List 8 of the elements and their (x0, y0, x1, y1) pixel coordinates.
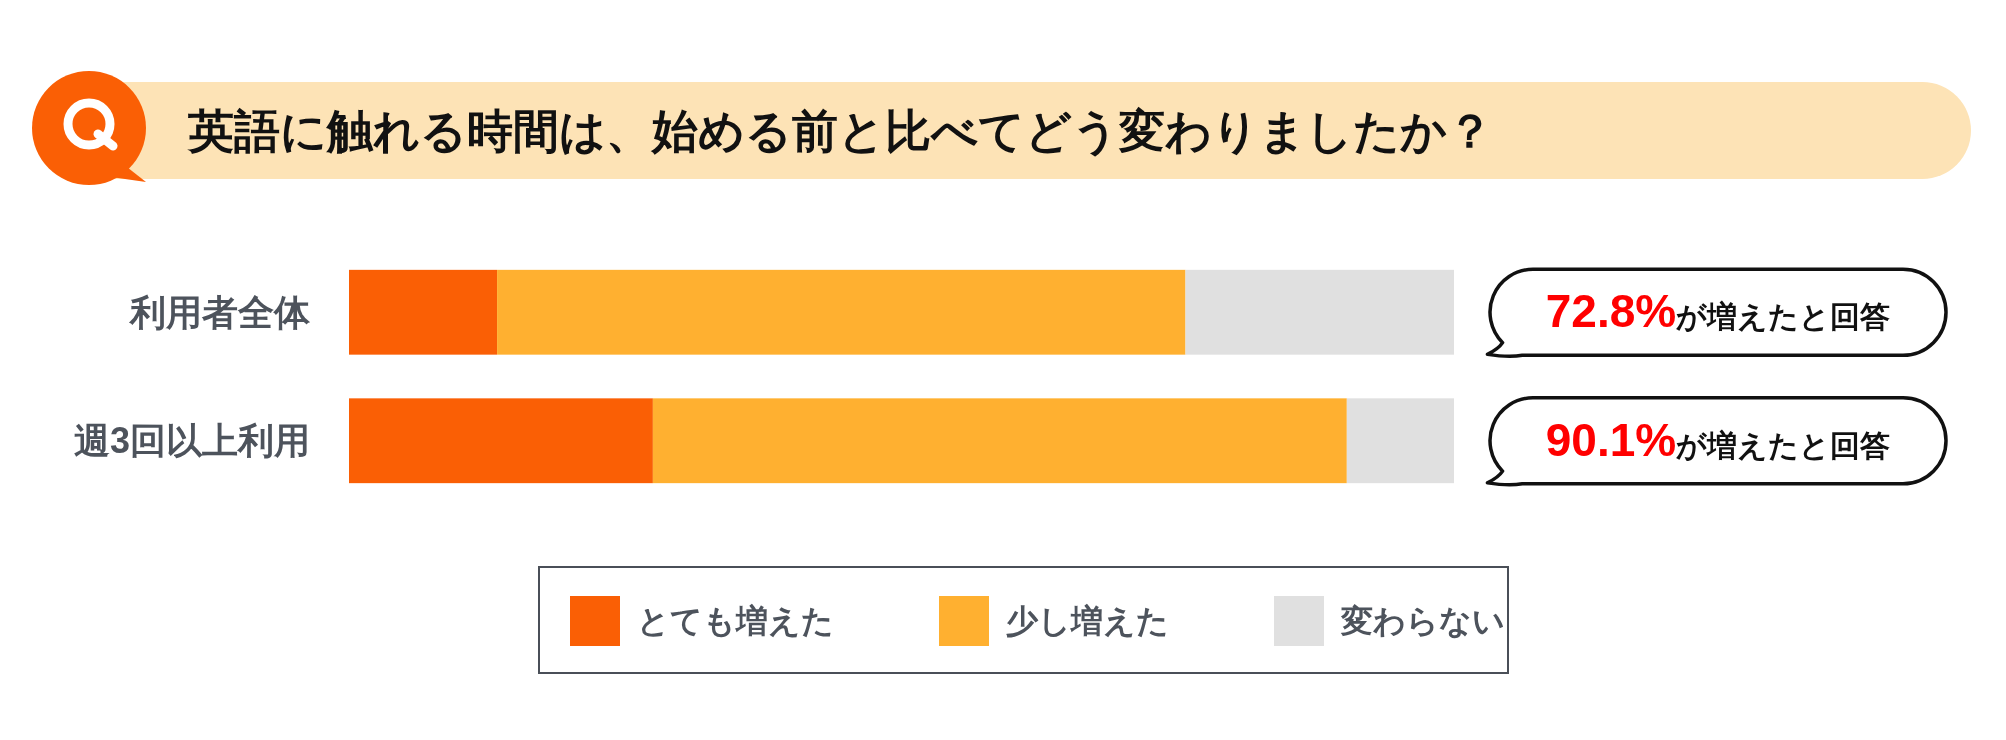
category-label: 週3回以上利用 (73, 420, 310, 462)
title: 英語に触れる時間は、始める前と比べてどう変わりましたか？ (188, 105, 1493, 157)
annotation: 90.1%が増えたと回答 (1545, 413, 1891, 466)
legend-label: とても増えた (637, 603, 834, 639)
category-label: 利用者全体 (130, 291, 310, 333)
legend-label: 変わらない (1341, 603, 1505, 639)
legend-label: 少し増えた (1006, 603, 1169, 639)
annotation: 72.8%が増えたと回答 (1545, 285, 1891, 338)
